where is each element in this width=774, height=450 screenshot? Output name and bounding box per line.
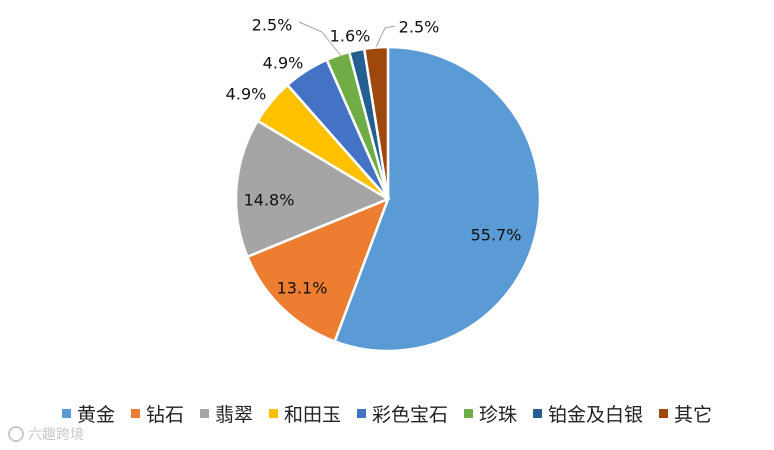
- legend-label-5: 珍珠: [479, 404, 518, 426]
- watermark: 六趣跨境: [8, 424, 84, 444]
- legend-swatch-1: [130, 409, 140, 418]
- pie-slice-1: [245, 196, 391, 343]
- legend-item-4: 彩色宝石: [357, 400, 448, 427]
- legend-item-2: 翡翠: [199, 400, 253, 427]
- data-label-6: 1.6%: [330, 27, 371, 46]
- legend-swatch-0: [61, 409, 71, 418]
- legend-swatch-3: [268, 409, 278, 418]
- legend-label-3: 和田玉: [283, 404, 341, 426]
- legend-item-0: 黄金: [61, 400, 115, 427]
- pie-slice-7: [362, 45, 390, 200]
- legend-item-3: 和田玉: [268, 400, 341, 427]
- legend-swatch-5: [464, 409, 474, 418]
- legend-label-4: 彩色宝石: [372, 404, 449, 426]
- pie-slice-0: [333, 45, 542, 353]
- legend-label-7: 其它: [674, 404, 713, 426]
- data-label-7: 2.5%: [399, 18, 440, 37]
- pie-slice-2: [234, 119, 391, 259]
- data-label-0: 55.7%: [471, 226, 522, 245]
- legend-label-1: 钻石: [145, 404, 184, 426]
- data-label-1: 13.1%: [277, 279, 328, 298]
- legend-label-0: 黄金: [76, 404, 115, 426]
- leader-line-7: [375, 25, 396, 48]
- data-label-3: 4.9%: [226, 85, 267, 104]
- legend-swatch-2: [199, 409, 209, 418]
- legend-item-6: 铂金及白银: [533, 400, 643, 427]
- legend-swatch-6: [533, 409, 543, 418]
- pie-chart: 55.7% 13.1% 14.8% 4.9% 4.9% 2.5% 1.6% 2.5%: [226, 16, 542, 353]
- leader-line-5: [298, 21, 342, 57]
- legend-swatch-7: [659, 409, 669, 418]
- legend-label-6: 铂金及白银: [548, 404, 644, 426]
- legend-item-5: 珍珠: [464, 400, 517, 427]
- data-label-4: 4.9%: [263, 54, 304, 73]
- legend-item-1: 钻石: [130, 400, 184, 427]
- legend: 黄金 钻石 翡翠 和田玉 彩色宝石 珍珠 铂金及白银 其它: [0, 400, 774, 427]
- data-label-5: 2.5%: [252, 16, 293, 35]
- data-label-2: 14.8%: [244, 191, 295, 210]
- legend-label-2: 翡翠: [214, 404, 253, 426]
- watermark-text: 六趣跨境: [28, 427, 84, 443]
- legend-item-7: 其它: [659, 400, 712, 427]
- logo-icon: [8, 426, 24, 442]
- legend-swatch-4: [357, 409, 366, 418]
